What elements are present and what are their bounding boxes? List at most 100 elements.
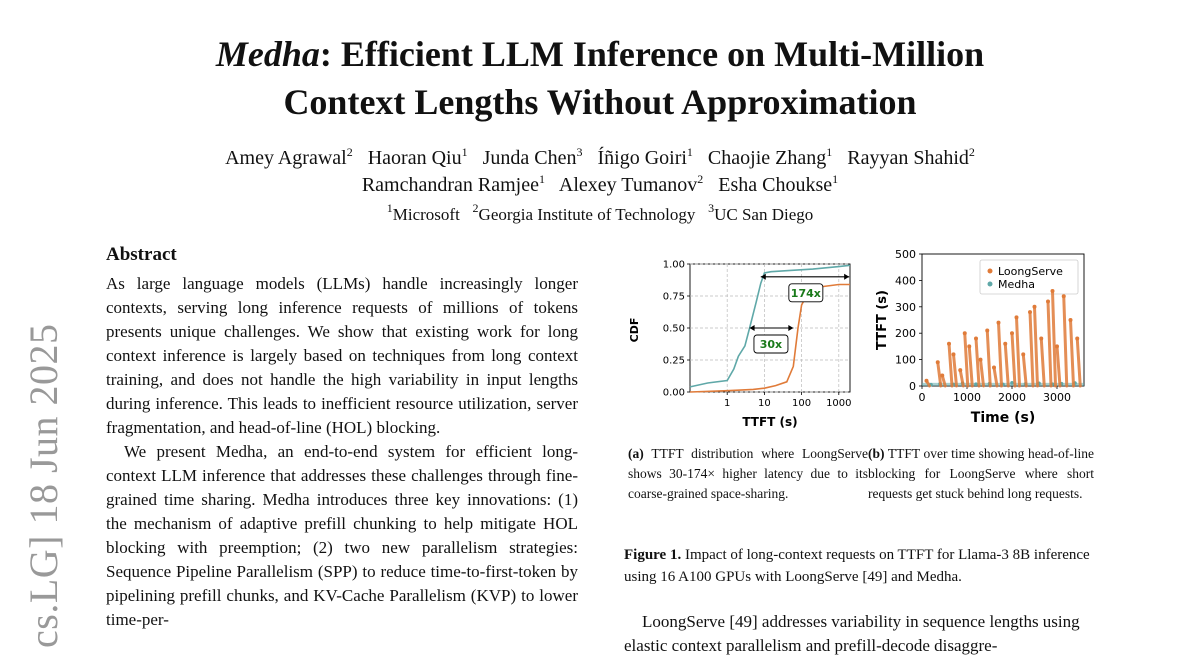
subcaption-b: (b) TTFT over time showing head-of-line … bbox=[868, 446, 1094, 501]
annotation-label: 30x bbox=[760, 338, 782, 351]
cdf-xtick-label: 10 bbox=[758, 398, 771, 409]
arxiv-stamp: cs.LG] 18 Jun 2025 bbox=[21, 323, 66, 648]
loongserve-streak bbox=[1069, 318, 1075, 388]
annotation-box bbox=[753, 334, 789, 354]
ttft-ytick-label: 300 bbox=[895, 301, 916, 314]
loongserve-streak bbox=[958, 368, 965, 388]
ttft-ytick-label: 200 bbox=[895, 327, 916, 340]
ttft-ytick-label: 400 bbox=[895, 274, 916, 287]
legend-box bbox=[979, 259, 1079, 295]
figure-svg: CDF TTFT (s) 0.00 0.25 0.50 0.75 1.00 1 10 100 1… bbox=[628, 248, 1085, 429]
legend-label-loongserve: LoongServe bbox=[998, 265, 1063, 278]
loongserve-streak bbox=[985, 329, 992, 388]
loongserve-streak bbox=[1062, 294, 1069, 388]
ttft-ylabel: TTFT (s) bbox=[875, 290, 890, 350]
loongserve-point bbox=[967, 344, 972, 349]
arrowhead-right bbox=[844, 273, 850, 280]
ttft-ytick-label: 100 bbox=[895, 354, 916, 367]
title-line1: : Efficient LLM Inference on Multi-Milli… bbox=[319, 34, 985, 74]
loongserve-streak bbox=[997, 321, 1003, 388]
figure-1: CDF TTFT (s) 0.00 0.25 0.50 0.75 1.00 1 10 100 1… bbox=[620, 244, 1100, 524]
abstract-paragraph-2: We present Medha, an end-to-end system f… bbox=[106, 442, 578, 629]
abstract-section: Abstract As large language models (LLMs)… bbox=[106, 244, 578, 632]
loongserve-streak bbox=[1055, 344, 1062, 388]
loongserve-streak bbox=[947, 342, 954, 388]
author-list: Amey Agrawal2 Haoran Qiu1 Junda Chen3 Íñ… bbox=[0, 145, 1200, 199]
loongserve-point bbox=[985, 328, 990, 333]
author: Ramchandran Ramjee1 bbox=[361, 172, 545, 196]
ttft-xtick-label: 1000 bbox=[953, 391, 981, 404]
loongserve-point bbox=[992, 365, 996, 370]
loongserve-point bbox=[1050, 288, 1055, 293]
loongserve-point bbox=[1046, 299, 1050, 304]
author-line-2: Ramchandran Ramjee1 Alexey Tumanov2 Esha… bbox=[0, 172, 1200, 199]
author: Haoran Qiu1 bbox=[367, 145, 468, 169]
arrowhead-left bbox=[760, 273, 766, 280]
loongserve-streak bbox=[979, 358, 985, 388]
medha-point bbox=[1010, 381, 1014, 385]
cdf-ytick-label: 0.00 bbox=[663, 388, 685, 399]
ttft-ytick-label: 500 bbox=[895, 248, 916, 261]
loongserve-point bbox=[1003, 341, 1008, 346]
cdf-ytick-label: 0.75 bbox=[663, 292, 685, 303]
author: Esha Choukse1 bbox=[718, 172, 839, 196]
title-italic: Medha bbox=[215, 34, 320, 74]
loongserve-point bbox=[1010, 331, 1014, 336]
loongserve-streak bbox=[963, 331, 970, 388]
author: Rayyan Shahid2 bbox=[847, 145, 975, 169]
loongserve-streak bbox=[1051, 289, 1057, 388]
loongserve-point bbox=[974, 336, 978, 341]
loongserve-point bbox=[924, 378, 929, 383]
cdf-ytick-label: 0.50 bbox=[663, 324, 685, 335]
loongserve-point bbox=[1055, 344, 1059, 349]
annotation-box bbox=[788, 283, 824, 303]
loongserve-streak bbox=[992, 366, 999, 388]
ttft-time-chart: TTFT (s) Time (s) LoongServe Medha 0 100 2… bbox=[875, 248, 1085, 426]
loongserve-streak bbox=[1021, 352, 1028, 388]
paper-title: Medha: Efficient LLM Inference on Multi-… bbox=[0, 30, 1200, 126]
loongserve-streak bbox=[1039, 336, 1046, 388]
loongserve-point bbox=[940, 373, 945, 378]
figure-caption: Figure 1. Impact of long-context request… bbox=[624, 547, 1090, 585]
loongserve-streak bbox=[1010, 331, 1017, 388]
loongserve-point bbox=[978, 357, 983, 362]
loongserve-streak bbox=[1033, 305, 1039, 388]
loongserve-streak bbox=[1046, 300, 1053, 388]
loongserve-point bbox=[958, 368, 963, 373]
loongserve-streak bbox=[967, 344, 974, 388]
abstract-paragraph-1: As large language models (LLMs) handle i… bbox=[106, 274, 578, 437]
loongserve-streak bbox=[1075, 336, 1082, 388]
body-paragraph-right: LoongServe [49] addresses variability in… bbox=[624, 612, 1080, 655]
arrowhead-left bbox=[749, 325, 755, 331]
ttft-xtick-label: 3000 bbox=[1043, 391, 1071, 404]
loongserve-streak bbox=[974, 336, 981, 388]
loongserve-point bbox=[1061, 294, 1066, 299]
author: Chaojie Zhang1 bbox=[707, 145, 833, 169]
abstract-heading: Abstract bbox=[106, 244, 177, 265]
loongserve-streak bbox=[1015, 315, 1021, 388]
loongserve-point bbox=[947, 341, 951, 346]
loongserve-point bbox=[1039, 336, 1044, 341]
loongserve-point bbox=[996, 320, 1001, 325]
loongserve-point bbox=[1032, 304, 1037, 309]
ttft-ytick-label: 0 bbox=[909, 380, 916, 393]
cdf-ytick-label: 1.00 bbox=[663, 260, 685, 271]
cdf-series-line-0 bbox=[689, 264, 851, 388]
author-line-1: Amey Agrawal2 Haoran Qiu1 Junda Chen3 Íñ… bbox=[0, 145, 1200, 172]
loongserve-point bbox=[1075, 336, 1080, 341]
subcaption-a: (a) TTFT distribution where LoongServe s… bbox=[628, 446, 868, 501]
cdf-ytick-label: 0.25 bbox=[663, 356, 685, 367]
medha-point bbox=[974, 382, 978, 386]
author: Junda Chen3 bbox=[482, 145, 583, 169]
annotation-label: 174x bbox=[791, 287, 821, 300]
loongserve-streak bbox=[952, 352, 958, 388]
legend-marker-medha bbox=[987, 281, 993, 287]
ttft-xtick-label: 0 bbox=[919, 391, 926, 404]
legend-marker-loongserve bbox=[987, 268, 993, 274]
cdf-xtick-label: 1000 bbox=[826, 398, 851, 409]
cdf-xlabel: TTFT (s) bbox=[742, 415, 797, 429]
legend-label-medha: Medha bbox=[998, 278, 1035, 291]
title-line2: Context Lengths Without Approximation bbox=[283, 82, 917, 122]
author: Amey Agrawal2 bbox=[225, 145, 353, 169]
loongserve-point bbox=[962, 331, 967, 336]
